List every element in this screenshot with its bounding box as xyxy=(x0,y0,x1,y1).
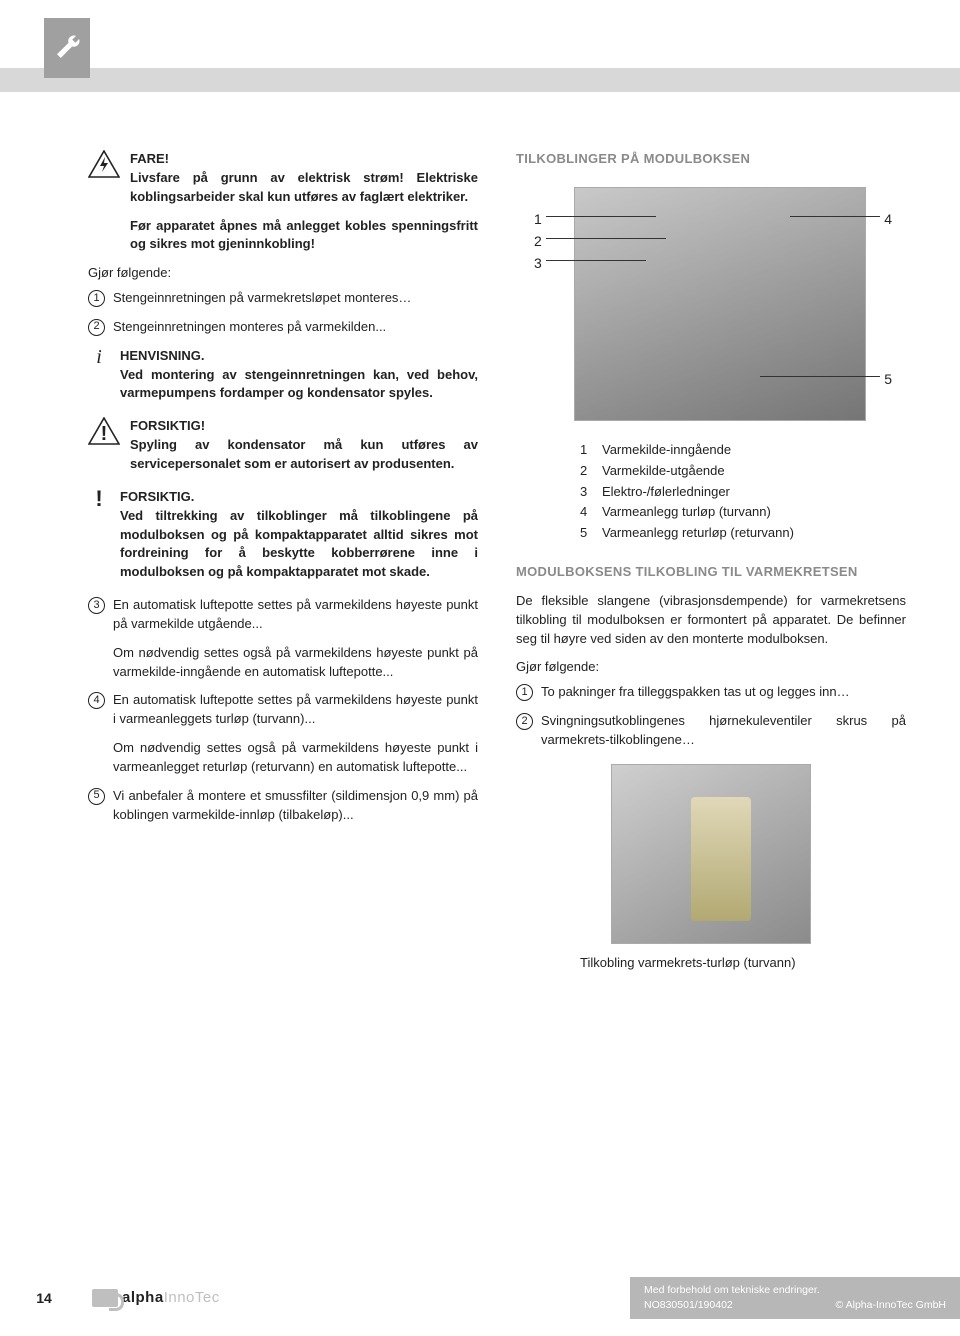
step-num-3: 3 xyxy=(88,597,105,614)
fig1-label-5: 5 xyxy=(884,369,892,389)
header-tab xyxy=(44,18,90,78)
step-4: 4 En automatisk luftepotte settes på var… xyxy=(88,691,478,776)
para-right: De fleksible slangene (vibrasjonsdempend… xyxy=(516,592,906,649)
step-2: 2 Stengeinnretningen monteres på varmeki… xyxy=(88,318,478,337)
fig1-label-4: 4 xyxy=(884,209,892,229)
wrench-icon xyxy=(52,33,82,63)
forsiktig2-block: ! FORSIKTIG. Ved tiltrekking av tilkobli… xyxy=(88,488,478,582)
fare-p2: Før apparatet åpnes må anlegget kobles s… xyxy=(130,217,478,255)
step-5: 5 Vi anbefaler å montere et smussfilter … xyxy=(88,787,478,825)
step-num-2: 2 xyxy=(88,319,105,336)
warning-triangle-icon: ! xyxy=(88,417,120,445)
henvisning-body: Ved montering av stengeinnretningen kan,… xyxy=(120,366,478,404)
info-icon: i xyxy=(88,347,110,404)
step-num-1: 1 xyxy=(88,290,105,307)
fig1-label-3: 3 xyxy=(534,253,542,273)
header-band xyxy=(0,68,960,92)
fare-title: FARE! xyxy=(130,150,478,169)
forsiktig2-body: Ved tiltrekking av tilkoblinger må tilko… xyxy=(120,507,478,582)
forsiktig1-title: FORSIKTIG! xyxy=(130,417,478,436)
figure-1: 1 2 3 4 5 xyxy=(516,179,906,429)
lead-left: Gjør følgende: xyxy=(88,264,478,283)
right-step-num-1: 1 xyxy=(516,684,533,701)
footer: 14 alphaInnoTec Med forbehold om teknisk… xyxy=(0,1278,960,1318)
henvisning-title: HENVISNING. xyxy=(120,347,478,366)
left-column: FARE! Livsfare på grunn av elektrisk str… xyxy=(88,150,478,973)
forsiktig1-block: ! FORSIKTIG! Spyling av kondensator må k… xyxy=(88,417,478,474)
step-3: 3 En automatisk luftepotte settes på var… xyxy=(88,596,478,681)
section-title-1: TILKOBLINGER PÅ MODULBOKSEN xyxy=(516,150,906,169)
forsiktig1-body: Spyling av kondensator må kun utføres av… xyxy=(130,436,478,474)
exclamation-icon: ! xyxy=(88,488,110,582)
step-num-4: 4 xyxy=(88,692,105,709)
svg-text:!: ! xyxy=(101,423,108,445)
footer-docnum: NO830501/190402 xyxy=(644,1298,733,1313)
section-title-2: MODULBOKSENS TILKOBLING TIL VARMEKRETSEN xyxy=(516,563,906,582)
logo-mark-icon xyxy=(92,1289,118,1307)
right-step-2: 2 Svingningsutkoblingenes hjørnekulevent… xyxy=(516,712,906,750)
fare-block: FARE! Livsfare på grunn av elektrisk str… xyxy=(88,150,478,254)
lightning-triangle-icon xyxy=(88,150,120,178)
henvisning-block: i HENVISNING. Ved montering av stengeinn… xyxy=(88,347,478,404)
right-column: TILKOBLINGER PÅ MODULBOKSEN 1 2 3 4 5 1V… xyxy=(516,150,906,973)
fig1-label-2: 2 xyxy=(534,231,542,251)
fig1-label-1: 1 xyxy=(534,209,542,229)
figure-1-legend: 1Varmekilde-inngående 2Varmekilde-utgåen… xyxy=(580,441,906,543)
modulbox-photo xyxy=(574,187,866,421)
right-step-num-2: 2 xyxy=(516,713,533,730)
lead-right: Gjør følgende: xyxy=(516,658,906,677)
figure-2 xyxy=(611,764,811,944)
step-1: 1 Stengeinnretningen på varmekretsløpet … xyxy=(88,289,478,308)
forsiktig2-title: FORSIKTIG. xyxy=(120,488,478,507)
figure-2-caption: Tilkobling varmekrets-turløp (turvann) xyxy=(580,954,906,973)
footer-line1: Med forbehold om tekniske endringer. xyxy=(644,1283,946,1298)
page-number: 14 xyxy=(0,1288,88,1308)
logo: alphaInnoTec xyxy=(92,1287,220,1309)
right-step-1: 1 To pakninger fra tilleggspakken tas ut… xyxy=(516,683,906,702)
fare-p1: Livsfare på grunn av elektrisk strøm! El… xyxy=(130,169,478,207)
footer-right: Med forbehold om tekniske endringer. NO8… xyxy=(630,1277,960,1319)
step-num-5: 5 xyxy=(88,788,105,805)
footer-copyright: © Alpha-InnoTec GmbH xyxy=(836,1298,946,1313)
